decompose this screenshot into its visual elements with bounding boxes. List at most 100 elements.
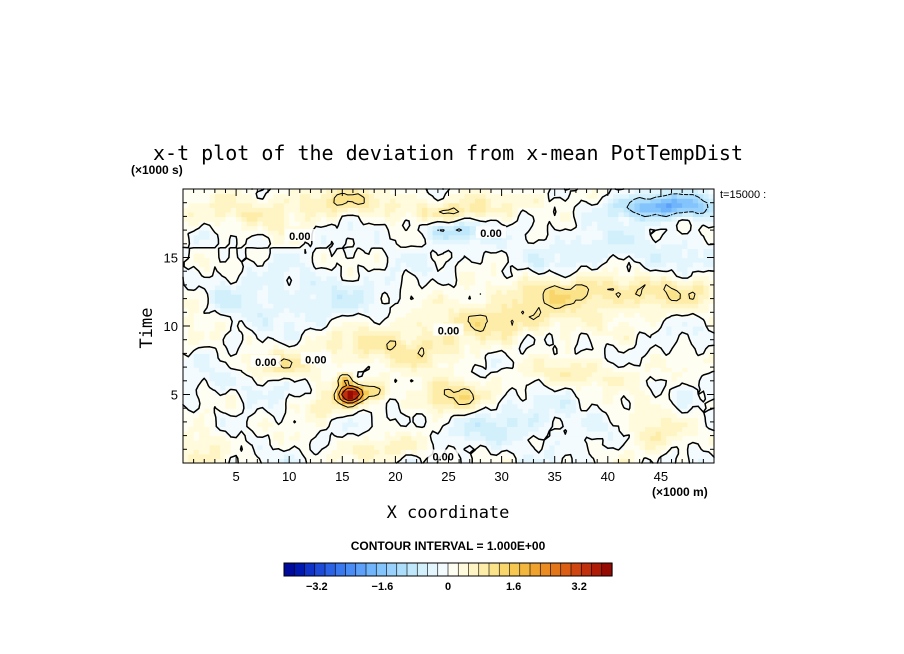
heatmap-cell — [342, 335, 349, 341]
heatmap-cell — [347, 316, 354, 323]
heatmap-cell — [252, 421, 258, 428]
heatmap-cell — [698, 380, 704, 386]
heatmap-cell — [676, 435, 683, 441]
heatmap-cell — [671, 417, 678, 423]
heatmap-cell — [666, 275, 673, 281]
heatmap-cell — [692, 307, 699, 313]
heatmap-cell — [358, 335, 365, 341]
heatmap-cell — [671, 453, 678, 460]
heatmap-cell — [220, 289, 227, 295]
heatmap-cell — [506, 371, 513, 377]
heatmap-cell — [644, 271, 651, 277]
heatmap-cell — [618, 275, 625, 281]
heatmap-cell — [522, 348, 529, 354]
heatmap-cell — [522, 403, 529, 409]
heatmap-cell — [379, 248, 386, 254]
heatmap-cell — [634, 339, 641, 345]
heatmap-cell — [698, 243, 704, 249]
heatmap-cell — [262, 248, 269, 254]
heatmap-cell — [336, 444, 343, 450]
heatmap-cell — [453, 444, 460, 450]
heatmap-cell — [459, 435, 466, 441]
heatmap-cell — [363, 435, 370, 441]
heatmap-cell — [230, 344, 237, 350]
heatmap-cell — [666, 330, 673, 336]
heatmap-cell — [395, 399, 402, 405]
heatmap-cell — [692, 426, 699, 432]
heatmap-cell — [262, 266, 269, 272]
heatmap-cell — [336, 399, 343, 405]
heatmap-cell — [682, 376, 689, 382]
heatmap-cell — [214, 262, 221, 268]
heatmap-cell — [220, 376, 227, 382]
heatmap-cell — [230, 431, 237, 437]
heatmap-cell — [549, 257, 556, 263]
heatmap-cell — [469, 257, 476, 263]
heatmap-cell — [623, 394, 630, 400]
heatmap-cell — [475, 335, 481, 341]
heatmap-cell — [607, 417, 614, 423]
heatmap-cell — [305, 431, 312, 437]
heatmap-cell — [214, 417, 221, 423]
heatmap-cell — [459, 239, 466, 245]
heatmap-cell — [283, 307, 290, 313]
heatmap-cell — [581, 234, 588, 240]
heatmap-cell — [437, 417, 444, 423]
heatmap-cell — [687, 344, 694, 350]
heatmap-cell — [321, 339, 327, 345]
heatmap-cell — [406, 284, 412, 291]
heatmap-cell — [252, 298, 258, 304]
heatmap-cell — [395, 449, 402, 455]
heatmap-cell — [639, 367, 646, 373]
heatmap-cell — [214, 312, 221, 318]
heatmap-cell — [538, 339, 545, 345]
heatmap-cell — [188, 371, 195, 377]
heatmap-cell — [602, 449, 609, 455]
heatmap-cell — [687, 294, 694, 300]
heatmap-cell — [512, 339, 519, 345]
heatmap-cell — [522, 298, 529, 304]
heatmap-cell — [421, 426, 428, 432]
heatmap-cell — [597, 280, 604, 286]
heatmap-cell — [384, 252, 391, 259]
heatmap-cell — [655, 453, 662, 460]
heatmap-cell — [475, 417, 481, 423]
heatmap-cell — [432, 399, 439, 405]
heatmap-cell — [692, 394, 699, 400]
heatmap-cell — [522, 284, 529, 291]
heatmap-cell — [331, 284, 338, 291]
heatmap-cell — [544, 307, 550, 313]
heatmap-cell — [459, 431, 466, 437]
heatmap-cell — [299, 252, 306, 259]
heatmap-cell — [421, 376, 428, 382]
heatmap-cell — [560, 262, 566, 268]
heatmap-cell — [209, 280, 216, 286]
heatmap-cell — [241, 353, 248, 359]
heatmap-cell — [570, 431, 577, 437]
heatmap-cell — [528, 458, 535, 464]
heatmap-cell — [682, 348, 689, 354]
heatmap-cell — [687, 444, 694, 450]
heatmap-cell — [687, 421, 694, 428]
heatmap-cell — [692, 289, 699, 295]
heatmap-cell — [193, 303, 200, 309]
heatmap-cell — [246, 316, 253, 323]
heatmap-cell — [315, 239, 322, 245]
heatmap-cell — [687, 440, 694, 446]
heatmap-cell — [512, 357, 519, 364]
heatmap-cell — [437, 435, 444, 441]
heatmap-cell — [692, 303, 699, 309]
heatmap-cell — [522, 357, 529, 364]
heatmap-cell — [427, 339, 434, 345]
heatmap-cell — [607, 431, 614, 437]
heatmap-cell — [246, 294, 253, 300]
heatmap-cell — [512, 262, 519, 268]
heatmap-cell — [480, 440, 487, 446]
heatmap-cell — [432, 376, 439, 382]
heatmap-cell — [368, 335, 375, 341]
heatmap-cell — [475, 348, 481, 354]
heatmap-cell — [374, 444, 381, 450]
heatmap-cell — [485, 412, 492, 418]
heatmap-cell — [437, 367, 444, 373]
heatmap-cell — [352, 307, 359, 313]
